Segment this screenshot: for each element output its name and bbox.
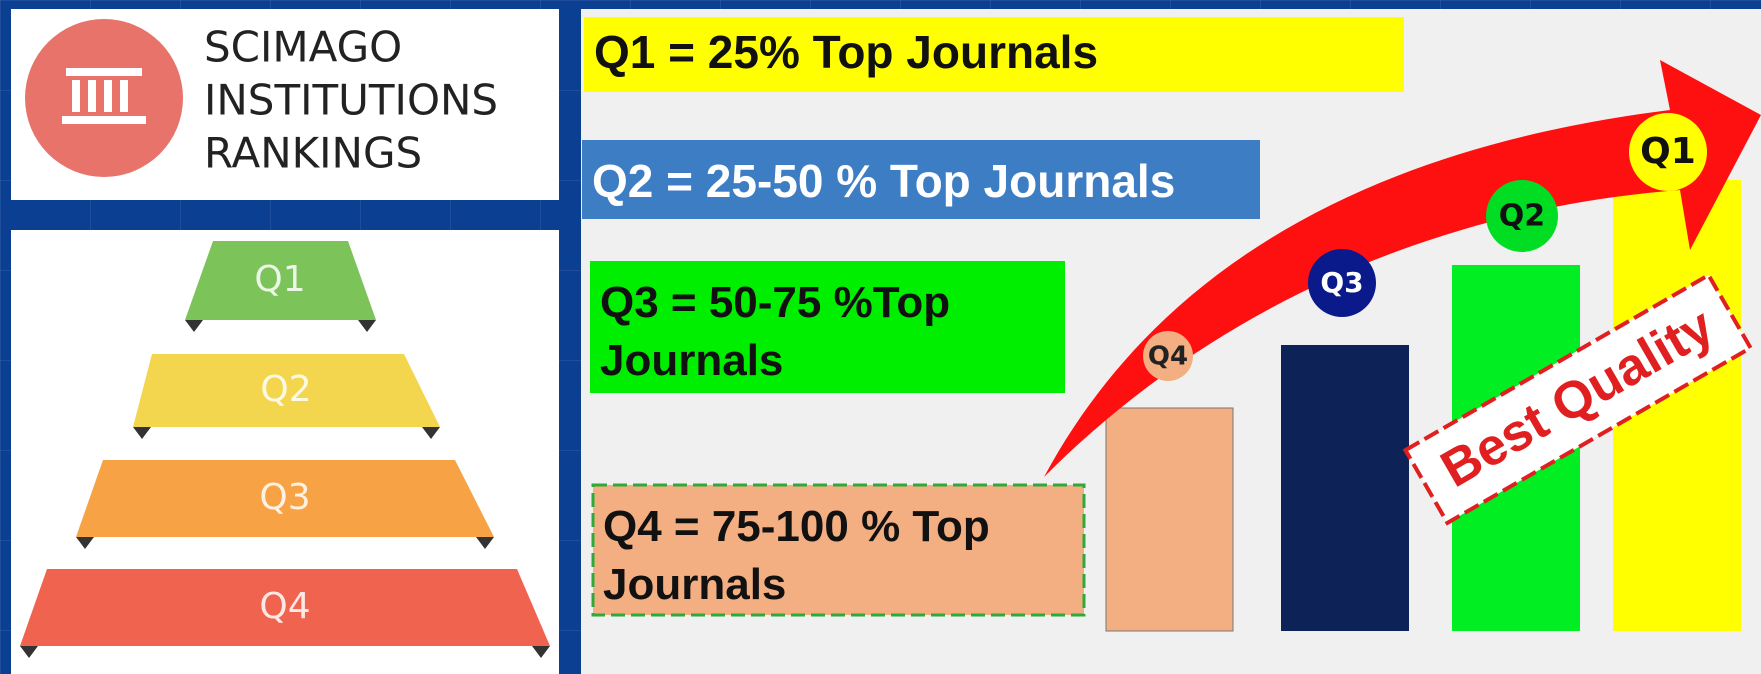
- definition: Q3 = 50-75 %Top Journals: [590, 268, 1030, 400]
- logo-text: SCIMAGO: [204, 23, 402, 72]
- bar: [1281, 345, 1409, 631]
- pyramid-label: Q1: [254, 259, 305, 300]
- definition: Q4 = 75-100 % Top Journals: [593, 492, 1084, 622]
- definition: Q1 = 25% Top Journals: [584, 17, 1404, 92]
- pyramid-label: Q3: [259, 477, 310, 518]
- bar-label: Q1: [1640, 131, 1696, 172]
- page: SCIMAGO INSTITUTIONS RANKINGS Q1 Q2 Q3 Q…: [0, 0, 1761, 674]
- pyramid-label: Q4: [259, 586, 310, 627]
- bar: [1106, 408, 1233, 631]
- bar-label: Q4: [1148, 342, 1188, 372]
- bar-label: Q2: [1499, 199, 1545, 234]
- definition: Q2 = 25-50 % Top Journals: [582, 146, 1282, 225]
- bar-label: Q3: [1320, 266, 1363, 299]
- logo-text: INSTITUTIONS: [204, 76, 498, 125]
- pyramid-label: Q2: [260, 369, 311, 410]
- logo-text: RANKINGS: [204, 129, 422, 178]
